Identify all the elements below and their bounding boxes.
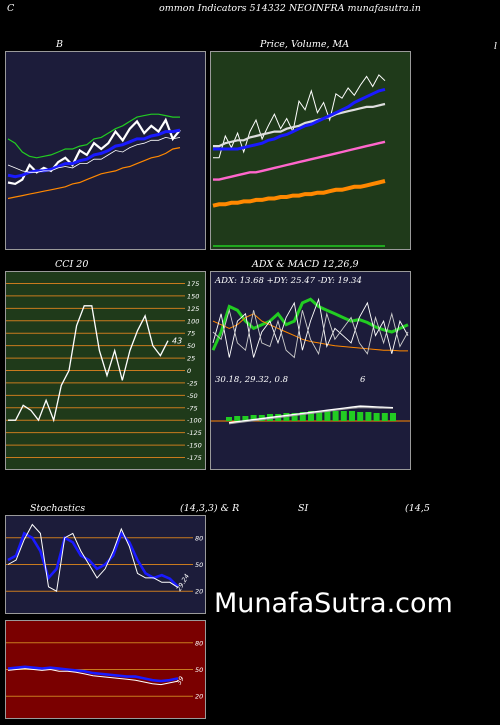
- panel-b-title: B: [56, 39, 63, 50]
- macd-histogram-bar: [340, 411, 347, 421]
- si-last-value: 39: [175, 675, 186, 686]
- cci-line: [8, 305, 169, 423]
- cci-tick-label: 125: [187, 305, 199, 313]
- panel-cci-title: CCI 20: [55, 259, 89, 270]
- si-svg: 80 50 20 39: [6, 639, 203, 701]
- b-series-line-3: [7, 113, 180, 159]
- macd-line-0: [228, 405, 394, 424]
- cci-tick-label: 100: [187, 317, 199, 325]
- cci-tick-label: 75: [187, 330, 195, 338]
- macd-histogram-bar: [381, 413, 388, 421]
- b-series-line-1: [7, 128, 181, 179]
- cci-last-value: 43: [172, 337, 182, 346]
- watermark: MunafaSutra.com: [214, 588, 453, 619]
- panel-b-svg: [7, 113, 181, 200]
- si-tick-label: 80: [195, 639, 203, 647]
- panel-price-svg: [212, 74, 386, 247]
- panel-stoch-params: (14,3,3) & R: [180, 503, 240, 514]
- cci-tick-label: -25: [187, 379, 198, 387]
- panel-adx-title: ADX & MACD 12,26,9: [252, 259, 359, 270]
- price-series-line-2: [213, 87, 386, 151]
- cci-tick-label: -100: [187, 417, 202, 425]
- macd-histogram-bar: [332, 411, 339, 421]
- panel-stoch-chart: 80 50 20 29.24: [5, 515, 206, 614]
- cci-tick-label: -50: [187, 392, 198, 400]
- macd-histogram-bar: [390, 413, 396, 421]
- panel-b-chart: [5, 51, 206, 250]
- left-edge-letter: C: [7, 3, 15, 14]
- price-series-line-4: [212, 179, 386, 208]
- cci-tick-label: 175: [187, 280, 199, 288]
- cci-tick-label: -175: [187, 454, 202, 462]
- right-edge-letter: l: [494, 41, 498, 52]
- cci-tick-label: -125: [187, 429, 202, 437]
- b-series-line-2: [7, 136, 181, 173]
- price-series-line-0: [213, 74, 386, 159]
- cci-tick-label: 50: [187, 342, 195, 350]
- stoch-tick-label: 20: [195, 588, 203, 596]
- si-line-1: [7, 668, 179, 686]
- panel-adx-svg: [211, 297, 410, 425]
- macd-line-1: [228, 407, 394, 425]
- macd-histogram-bar: [324, 411, 331, 421]
- adx-values-label: ADX: 13.68 +DY: 25.47 -DY: 19.34: [215, 276, 362, 286]
- panel-price-chart: [210, 51, 411, 250]
- cci-tick-label: -75: [187, 404, 198, 412]
- cci-tick-label: 150: [187, 292, 199, 300]
- stoch-line-0: [7, 530, 179, 588]
- panel-si-params: (14,5: [405, 503, 430, 514]
- stoch-tick-label: 80: [195, 534, 203, 542]
- macd-histogram-bar: [357, 412, 364, 421]
- page-header: ommon Indicators 514332 NEOINFRA munafas…: [159, 3, 421, 14]
- adx-series-line-3: [212, 308, 409, 359]
- panel-adx-chart: [210, 271, 411, 470]
- macd-histogram-bar: [250, 415, 257, 421]
- si-tick-label: 20: [195, 693, 203, 701]
- adx-series-line-1: [212, 313, 408, 352]
- panel-cci-chart: 175 150 125 100 75 50 25 0 -25 -50 -75 -100 -125 -150…: [5, 271, 206, 470]
- cci-tick-label: -150: [187, 442, 202, 450]
- macd-histogram-bar: [316, 411, 323, 421]
- stoch-last-value: 29.24: [175, 573, 191, 593]
- si-line-0: [7, 665, 179, 683]
- adx-series-line-2: [212, 297, 409, 358]
- price-series-line-3: [213, 140, 386, 181]
- panel-si-chart: 80 50 20 39: [5, 620, 206, 719]
- macd-values-label: 30.18, 29.32, 0.8: [215, 375, 288, 385]
- panel-cci-svg: 175 150 125 100 75 50 25 0 -25 -50 -75 -100 -125 -150…: [6, 280, 202, 462]
- panel-stoch-title: Stochastics: [30, 503, 86, 514]
- macd-histogram-bar: [299, 412, 306, 421]
- panel-price-title: Price, Volume, MA: [260, 39, 350, 50]
- macd-histogram-bar: [349, 411, 355, 421]
- macd-histogram-bar: [226, 417, 232, 421]
- macd-histogram-bar: [291, 413, 298, 421]
- stoch-svg: 80 50 20 29.24: [6, 523, 203, 596]
- cci-tick-label: 0: [187, 367, 191, 375]
- cci-tick-label: 25: [187, 355, 195, 363]
- macd-histogram-bar: [308, 411, 314, 421]
- macd-histogram-bar: [242, 416, 249, 421]
- macd-extra-label: 6: [360, 375, 366, 385]
- stoch-tick-label: 50: [195, 561, 203, 569]
- b-series-line-0: [7, 117, 181, 186]
- macd-histogram-bar: [365, 412, 372, 421]
- macd-histogram-bar: [373, 413, 380, 421]
- si-tick-label: 50: [195, 666, 203, 674]
- stoch-line-1: [7, 523, 179, 592]
- panel-si-title: SI: [298, 503, 309, 514]
- macd-histogram-bar: [234, 416, 241, 421]
- adx-series-line-0: [211, 297, 409, 351]
- price-series-line-1: [213, 102, 386, 148]
- b-series-line-4: [7, 147, 181, 200]
